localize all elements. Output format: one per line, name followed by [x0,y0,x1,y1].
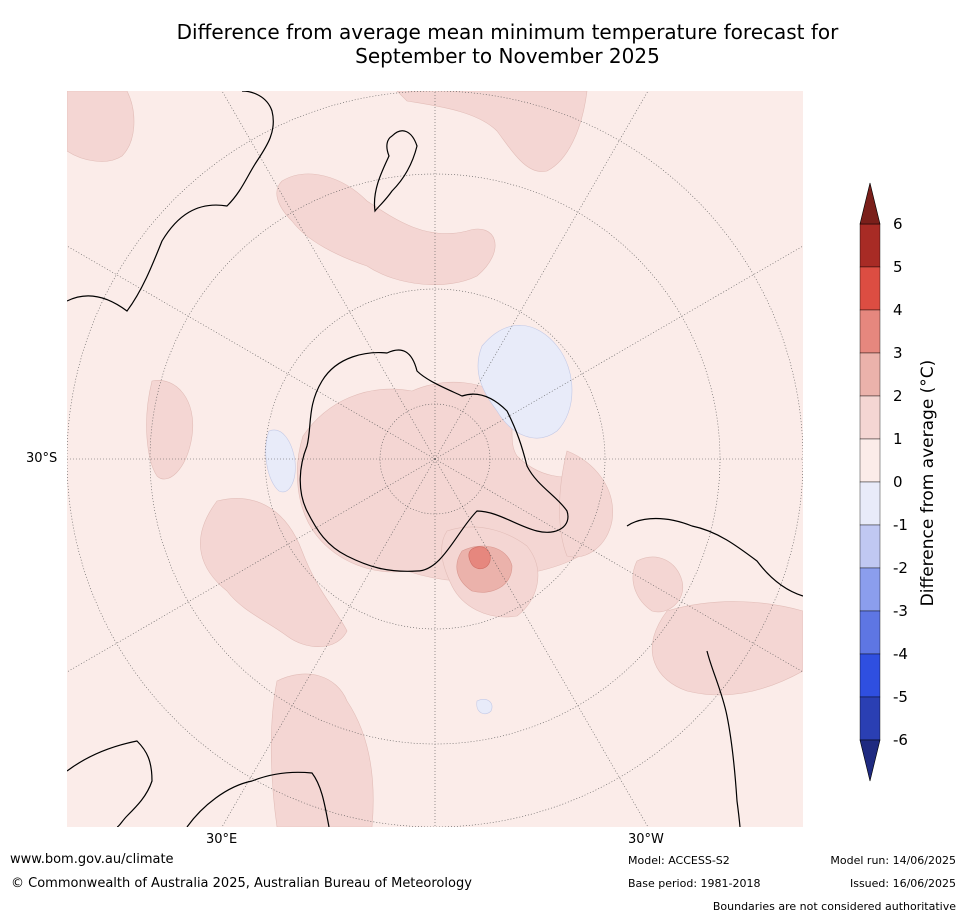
colorbar-bin [859,223,881,268]
colorbar-tick-label: 5 [893,258,903,276]
colorbar-bin [859,696,881,741]
colorbar-tick-label: -6 [893,731,908,749]
anomaly-region-tasman [276,173,496,285]
colorbar-bin [859,438,881,483]
colorbar-tick-label: 4 [893,301,903,319]
colorbar-tick-label: -1 [893,516,908,534]
lat-label-30s: 30°S [26,451,58,466]
anomaly-region-south-atlantic [200,498,348,647]
colorbar-tick-label: 1 [893,430,903,448]
colorbar-tick-label: 2 [893,387,903,405]
south-africa-coastline [186,771,330,827]
colorbar-tick-label: 6 [893,215,903,233]
title-line-2: September to November 2025 [355,44,660,68]
colorbar-title-text: Difference from average (°C) [918,359,938,607]
footer-disclaimer: Boundaries are not considered authoritat… [712,900,956,913]
map-title: Difference from average mean minimum tem… [0,20,965,68]
colorbar-tick-label: 0 [893,473,903,491]
colorbar-bin [859,610,881,655]
colorbar-tick-label: 3 [893,344,903,362]
anomaly-region-ross-sea [477,325,573,439]
anomaly-region-nw [67,91,135,162]
south-america-west-coastline [706,650,741,827]
africa-coastline [67,740,153,827]
colorbar-bin [859,309,881,354]
colorbar-tick-label: -2 [893,559,908,577]
footer-copyright: © Commonwealth of Australia 2025, Austra… [11,876,472,891]
new-zealand-coastline [373,130,418,213]
anomaly-region-south-pacific-cool [476,699,493,714]
anomaly-neg-regions [265,325,573,714]
anomaly-region-chile [632,556,684,613]
anomaly-region-africa-sw [270,673,374,827]
colorbar-bin [859,395,881,440]
polar-map [67,91,803,827]
colorbar-tick-label: -3 [893,602,908,620]
colorbar-bin [859,653,881,698]
colorbar-tick-label: -5 [893,688,908,706]
anomaly-region-indian-cool [265,429,296,493]
colorbar-bin [859,567,881,612]
south-america-coastline [626,517,803,597]
lon-label-30e: 30°E [206,832,238,847]
colorbar-bin [859,266,881,311]
colorbar-bins [859,223,881,741]
colorbar-bin [859,524,881,569]
footer-model: Model: ACCESS-S2 [628,854,730,867]
lon-label-30w: 30°W [628,832,664,847]
colorbar-over-arrow [859,182,881,225]
footer-url[interactable]: www.bom.gov.au/climate [10,852,174,867]
anomaly-region-indian-ocean [146,380,194,480]
colorbar-tick-label: -4 [893,645,908,663]
footer-issued: Issued: 16/06/2025 [849,877,956,890]
footer-base-period: Base period: 1981-2018 [628,877,761,890]
australia-coastline [67,91,274,312]
colorbar-bin [859,352,881,397]
anomaly-region-weddell-peak [468,546,491,570]
antarctica-coastline [299,349,569,572]
anomaly-region-pacific-south [651,601,803,696]
anomaly-region-southern-ocean-east [559,450,613,558]
colorbar-bin [859,481,881,526]
colorbar [859,182,881,782]
graticule [67,91,803,827]
title-line-1: Difference from average mean minimum tem… [176,20,839,44]
anomaly-1-2-regions [67,91,803,827]
coastlines [67,91,803,827]
anomaly-3-4-regions [468,546,491,570]
anomaly-region-north [396,91,588,172]
colorbar-under-arrow [859,739,881,782]
footer-model-run: Model run: 14/06/2025 [830,854,956,867]
